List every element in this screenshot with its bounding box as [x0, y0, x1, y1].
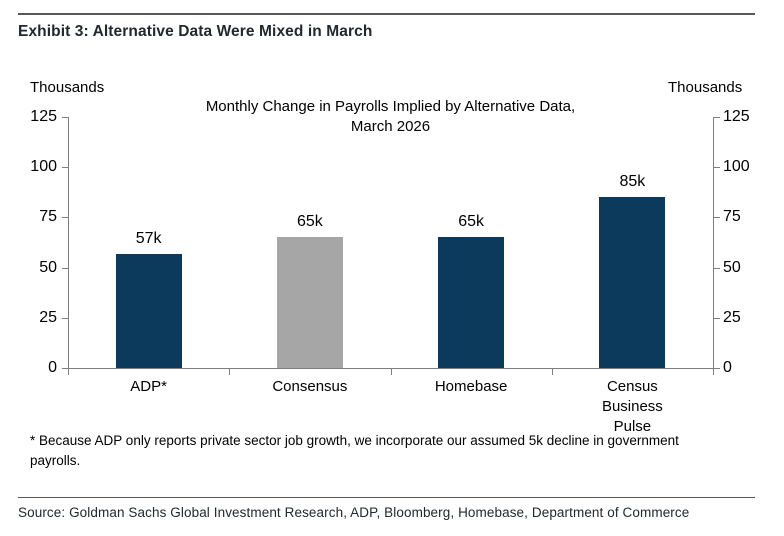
category-label-line: ADP*: [130, 378, 167, 395]
category-label-line: Homebase: [434, 378, 508, 395]
category-label-line: Census: [606, 378, 658, 395]
category-label-homebase: Homebase: [401, 377, 541, 397]
y-tick-label-right: 25: [723, 308, 741, 326]
footnote-line-2: payrolls.: [30, 452, 81, 468]
y-tick-label-right: 75: [723, 208, 741, 226]
y-tick-left: [62, 267, 68, 269]
y-tick-label-left: 0: [48, 359, 57, 376]
y-tick-left: [62, 317, 68, 319]
y-tick-left: [62, 167, 68, 169]
y-tick-right: [714, 368, 720, 369]
y-axis-unit-right: Thousands: [668, 79, 743, 96]
x-axis-tick: [390, 369, 392, 375]
y-axis-left-line: [68, 117, 69, 369]
y-tick-right: [714, 117, 720, 118]
y-tick-left: [62, 368, 68, 369]
bar-homebase: [438, 237, 505, 368]
y-axis-unit-left: Thousands: [30, 79, 105, 96]
value-label-adp: 57k: [135, 229, 162, 247]
category-label-census-business-pulse: Census Business Pulse: [562, 377, 702, 437]
y-tick-label-left: 100: [30, 158, 57, 176]
x-axis-tick: [229, 369, 231, 375]
y-tick-label-left: 50: [39, 258, 57, 276]
bar-consensus: [276, 237, 343, 368]
x-axis-tick: [713, 369, 714, 375]
x-axis-line: [68, 368, 714, 369]
value-label-homebase: 65k: [458, 213, 485, 231]
y-tick-left: [62, 217, 68, 219]
y-tick-right: [714, 217, 720, 219]
y-tick-label-left: 75: [39, 208, 57, 226]
y-tick-left: [62, 117, 68, 118]
x-axis-tick: [68, 369, 69, 375]
y-axis-right-line: [713, 117, 714, 369]
y-tick-right: [714, 317, 720, 319]
y-tick-label-right: 50: [723, 258, 741, 276]
bar-adp: [115, 253, 182, 368]
category-label-line: Pulse: [613, 418, 652, 435]
x-axis-tick: [551, 369, 553, 375]
y-tick-right: [714, 167, 720, 169]
category-label-line: Business: [601, 398, 663, 415]
chart-title-line-1: Monthly Change in Payrolls Implied by Al…: [205, 98, 576, 115]
value-label-census-business-pulse: 85k: [619, 173, 646, 191]
category-label-line: Consensus: [272, 378, 348, 395]
footnote-line-1: * Because ADP only reports private secto…: [30, 433, 679, 448]
y-tick-label-right: 100: [723, 158, 750, 176]
y-tick-label-left: 25: [39, 308, 57, 326]
top-divider: [18, 13, 755, 15]
y-tick-label-left: 125: [30, 108, 57, 125]
bar-census-business-pulse: [599, 197, 666, 368]
value-label-consensus: 65k: [296, 213, 323, 231]
bottom-divider: [18, 497, 755, 498]
chart-title-line-2: March 2026: [350, 117, 431, 135]
source-line: Source: Goldman Sachs Global Investment …: [18, 505, 690, 520]
category-label-adp: ADP*: [79, 377, 219, 397]
y-tick-right: [714, 267, 720, 269]
y-tick-label-right: 125: [723, 108, 750, 125]
exhibit-title: Exhibit 3: Alternative Data Were Mixed i…: [18, 23, 373, 40]
chart-title: Monthly Change in Payrolls Implied by Al…: [68, 97, 713, 136]
y-tick-label-right: 0: [723, 359, 732, 376]
category-label-consensus: Consensus: [240, 377, 380, 397]
chart-footnote: * Because ADP only reports private secto…: [30, 431, 750, 470]
